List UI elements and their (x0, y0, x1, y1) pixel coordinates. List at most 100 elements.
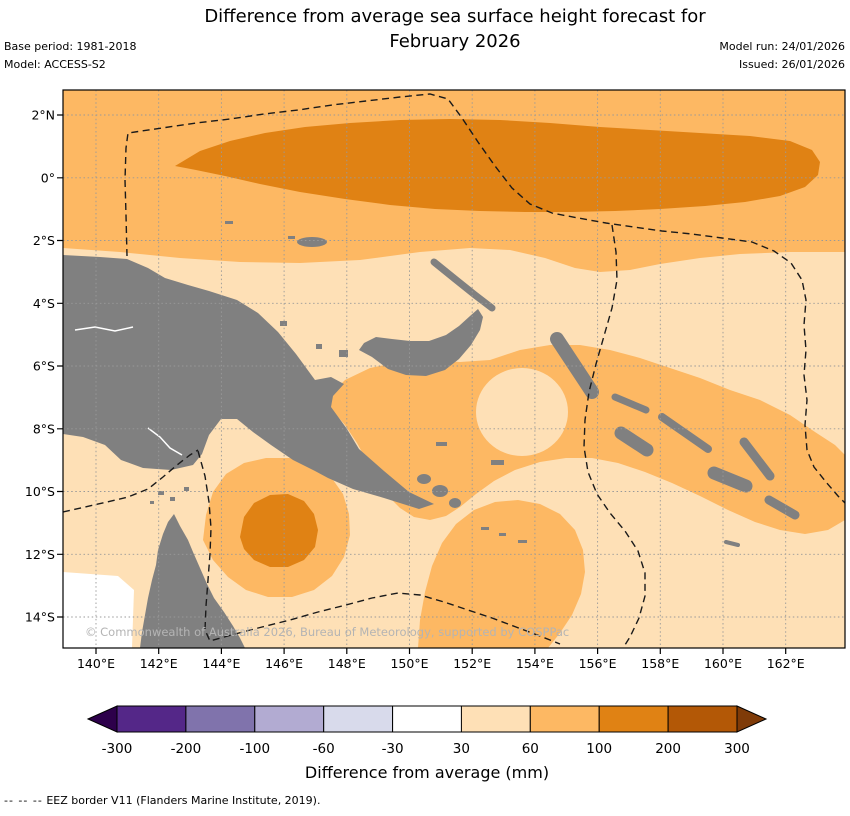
colorbar-segment (254, 705, 325, 733)
colorbar-tick-label: -30 (382, 741, 404, 757)
torres-strait-island (150, 501, 154, 504)
island-new-guinea (63, 255, 434, 509)
colorbar-segment (460, 705, 531, 733)
island-new-georgia (614, 426, 654, 457)
longitude-label: 150°E (390, 656, 428, 671)
colorbar-tick-label: -100 (239, 741, 270, 757)
island-choiseul (611, 393, 650, 414)
landmass-cape-york-australia (140, 514, 245, 648)
colorbar-tick-label: 60 (522, 741, 539, 757)
river-trace (74, 326, 134, 332)
meta-right: Model run: 24/01/2026 Issued: 26/01/2026 (719, 38, 845, 74)
island-new-britain (359, 309, 483, 376)
landmasses (63, 221, 800, 648)
model-label: Model: ACCESS-S2 (4, 58, 106, 71)
latitude-label: 2°S (33, 233, 55, 248)
meta-left: Base period: 1981-2018 Model: ACCESS-S2 (4, 38, 136, 74)
colorbar-title: Difference from average (mm) (305, 763, 549, 782)
contour-region-coral-core-100-200 (240, 494, 318, 567)
map-frame (62, 89, 846, 649)
latitude-label: 2°N (31, 108, 55, 123)
colorbar-segment (667, 705, 738, 733)
latitude-label: 12°S (25, 547, 55, 562)
colorbar: -300 -200 -100 -60 -30 30 60 100 200 300… (86, 705, 768, 782)
colorbar-arrow-right (736, 705, 768, 733)
small-island (499, 533, 506, 536)
latitude-label: 0° (41, 170, 55, 185)
colorbar-tick-label: -200 (171, 741, 202, 757)
longitude-label: 148°E (328, 656, 366, 671)
longitude-label: 154°E (516, 656, 554, 671)
colorbar-segment (529, 705, 600, 733)
longitude-label: 146°E (265, 656, 303, 671)
island-woodlark (491, 460, 504, 465)
eez-border-line (583, 224, 646, 648)
colorbar-tick-label: 100 (586, 741, 612, 757)
page-title: Difference from average sea surface heig… (60, 4, 850, 54)
island-bougainville (550, 332, 599, 399)
longitude-label: 140°E (77, 656, 115, 671)
graticule-gridlines (63, 90, 845, 648)
torres-strait-island (170, 497, 175, 501)
axis-ticks (57, 114, 787, 654)
island-new-ireland (430, 258, 496, 312)
colorbar-segment (598, 705, 669, 733)
small-island (225, 221, 233, 224)
eez-legend: -- -- -- EEZ border V11 (Flanders Marine… (4, 794, 320, 807)
colorbar-segment (323, 705, 394, 733)
copyright-watermark: © Commonwealth of Australia 2026, Bureau… (85, 625, 569, 639)
island-umboi (339, 350, 348, 357)
island-santa-isabel (658, 413, 712, 453)
island-karkar (280, 321, 287, 326)
small-island (518, 540, 527, 543)
colorbar-segment (185, 705, 256, 733)
contour-region-solomon-sea-60-100 (325, 345, 845, 534)
latitude-label: 10°S (25, 484, 55, 499)
island-rennell (724, 540, 740, 547)
title-line1: Difference from average sea surface heig… (204, 6, 706, 27)
small-island (481, 527, 489, 530)
colorbar-tick-label: -60 (313, 741, 335, 757)
eez-dash-sample: -- -- -- (4, 794, 43, 807)
map-figure: © Commonwealth of Australia 2026, Bureau… (25, 89, 846, 782)
contour-region-hole-30-60 (476, 368, 568, 456)
island-makira (764, 495, 800, 520)
latitude-label: 8°S (33, 421, 55, 436)
island-normanby (449, 498, 461, 508)
contour-region-neutral (63, 572, 134, 648)
colorbar-segment (392, 705, 463, 733)
island-fergusson (432, 485, 448, 497)
colorbar-tick-label: 30 (453, 741, 470, 757)
issued-label: Issued: 26/01/2026 (738, 58, 845, 71)
latitude-label: 4°S (33, 296, 55, 311)
small-island (316, 344, 322, 349)
eez-border-line (124, 93, 845, 504)
island-guadalcanal (707, 466, 753, 493)
longitude-label: 156°E (579, 656, 617, 671)
eez-legend-label: EEZ border V11 (Flanders Marine Institut… (46, 794, 321, 807)
longitude-label: 158°E (641, 656, 679, 671)
small-island (288, 236, 295, 239)
colorbar-segment (116, 705, 187, 733)
colorbar-arrow-left (86, 705, 118, 733)
contour-region-equatorial-100-200 (175, 119, 820, 212)
eez-borders (63, 93, 845, 648)
longitude-label: 162°E (767, 656, 805, 671)
latitude-label: 14°S (25, 610, 55, 625)
torres-strait-island (184, 487, 189, 491)
colorbar-tick-label: 200 (655, 741, 681, 757)
contour-region-south-60-100 (418, 500, 585, 648)
eez-border-line (197, 450, 561, 645)
colorbar-tick-label: -300 (102, 741, 133, 757)
river-trace (147, 427, 183, 456)
latitude-label: 6°S (33, 359, 55, 374)
longitude-label: 144°E (202, 656, 240, 671)
base-period-label: Base period: 1981-2018 (4, 40, 137, 53)
longitude-label: 160°E (704, 656, 742, 671)
longitude-label: 152°E (453, 656, 491, 671)
torres-strait-island (158, 491, 164, 495)
longitude-label: 142°E (140, 656, 178, 671)
island-goodenough (417, 474, 431, 484)
island-manus (297, 237, 327, 247)
